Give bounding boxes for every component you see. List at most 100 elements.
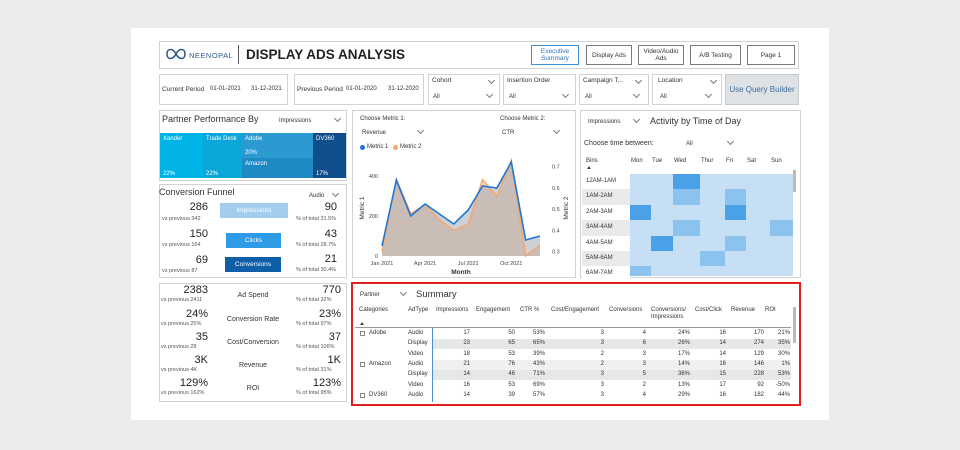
treemap-tile-adobe[interactable] bbox=[242, 133, 313, 158]
summary-col-header[interactable]: Conversions/ Impressions bbox=[651, 307, 687, 320]
table-row[interactable] bbox=[433, 339, 791, 350]
summary-col-header[interactable]: CTR % bbox=[520, 307, 540, 313]
location-filter[interactable] bbox=[652, 74, 722, 105]
heatmap-cell[interactable] bbox=[630, 174, 651, 190]
heatmap-cell[interactable] bbox=[673, 189, 700, 205]
treemap-tile-xander[interactable] bbox=[160, 133, 203, 178]
expand-icon[interactable] bbox=[360, 392, 365, 398]
heatmap-cell[interactable] bbox=[746, 189, 770, 205]
table-row[interactable] bbox=[433, 390, 791, 401]
previous-start-input[interactable]: 01-01-2020 bbox=[346, 86, 377, 92]
heatmap-cell[interactable] bbox=[770, 251, 793, 267]
heatmap-cell[interactable] bbox=[770, 266, 793, 276]
heatmap-cell[interactable] bbox=[673, 204, 700, 221]
summary-col-header[interactable]: Cost/Click bbox=[695, 307, 723, 313]
heatmap-cell[interactable] bbox=[651, 266, 673, 276]
heatmap-cell[interactable] bbox=[700, 204, 725, 221]
heatmap-cell[interactable] bbox=[651, 220, 673, 236]
heatmap-cell[interactable] bbox=[630, 220, 651, 236]
heatmap-cell[interactable] bbox=[673, 266, 700, 276]
activity-metric-select[interactable]: Impressions bbox=[588, 119, 621, 125]
table-row[interactable] bbox=[433, 380, 791, 391]
nav-video-audio-ads[interactable]: Video/Audio Ads bbox=[638, 45, 684, 65]
metric1-select[interactable]: Revenue bbox=[362, 130, 387, 136]
funnel-conversions-bar[interactable]: Conversions bbox=[225, 257, 281, 272]
heatmap-cell[interactable] bbox=[725, 189, 746, 205]
heatmap-cell[interactable] bbox=[746, 204, 770, 221]
summary-col-header[interactable]: Conversions bbox=[609, 307, 643, 313]
heatmap-cell[interactable] bbox=[630, 251, 651, 267]
cohort-filter[interactable] bbox=[428, 74, 500, 105]
heatmap-cell[interactable] bbox=[630, 189, 651, 205]
sort-ascending-icon[interactable] bbox=[360, 322, 364, 325]
metric2-select[interactable]: CTR bbox=[502, 130, 515, 136]
heatmap-cell[interactable] bbox=[651, 235, 673, 251]
heatmap-cell[interactable] bbox=[746, 235, 770, 251]
previous-end-input[interactable]: 31-12-2020 bbox=[388, 86, 419, 92]
heatmap-cell[interactable] bbox=[770, 235, 793, 251]
query-builder-button[interactable]: Use Query Builder bbox=[725, 74, 799, 105]
sort-ascending-icon[interactable] bbox=[587, 166, 591, 169]
previous-period-filter[interactable] bbox=[294, 74, 424, 105]
summary-col-header[interactable]: AdType bbox=[408, 307, 429, 313]
heatmap-cell[interactable] bbox=[630, 266, 651, 276]
funnel-clicks-bar[interactable]: Clicks bbox=[226, 233, 281, 248]
heatmap-cell[interactable] bbox=[630, 204, 651, 221]
heatmap-cell[interactable] bbox=[770, 220, 793, 236]
table-row[interactable] bbox=[433, 329, 791, 339]
heatmap-cell[interactable] bbox=[700, 174, 725, 190]
expand-icon[interactable] bbox=[360, 331, 365, 336]
heatmap-cell[interactable] bbox=[725, 174, 746, 190]
summary-col-header[interactable]: Engagement bbox=[476, 307, 511, 313]
heatmap-cell[interactable] bbox=[673, 174, 700, 190]
heatmap-cell[interactable] bbox=[651, 204, 673, 221]
partner-metric-select[interactable]: Impressions bbox=[279, 118, 312, 124]
summary-col-header[interactable]: Impressions bbox=[436, 307, 469, 313]
summary-col-header[interactable]: ROI bbox=[765, 307, 776, 313]
heatmap-cell[interactable] bbox=[651, 189, 673, 205]
table-row[interactable] bbox=[433, 349, 791, 360]
heatmap-cell[interactable] bbox=[673, 220, 700, 236]
funnel-filter-select[interactable]: Audio bbox=[309, 193, 325, 199]
expand-icon[interactable] bbox=[360, 361, 365, 367]
summary-scrollbar[interactable] bbox=[793, 307, 796, 343]
summary-col-header[interactable]: Revenue bbox=[731, 307, 756, 313]
heatmap-cell[interactable] bbox=[700, 251, 725, 267]
current-period-filter[interactable] bbox=[159, 74, 288, 105]
heatmap-cell[interactable] bbox=[700, 266, 725, 276]
nav-executive-summary[interactable]: Executive Summary bbox=[531, 45, 579, 65]
summary-group-select[interactable]: Partner bbox=[360, 292, 380, 298]
heatmap-cell[interactable] bbox=[746, 174, 770, 190]
table-row[interactable] bbox=[433, 359, 791, 370]
summary-col-header[interactable]: Categories bbox=[359, 307, 389, 313]
heatmap-cell[interactable] bbox=[651, 174, 673, 190]
treemap-tile-tradedesk[interactable] bbox=[203, 133, 242, 178]
heatmap-cell[interactable] bbox=[746, 220, 770, 236]
insertion-order-filter[interactable] bbox=[503, 74, 576, 105]
heatmap-cell[interactable] bbox=[725, 204, 746, 221]
heatmap-cell[interactable] bbox=[770, 174, 793, 190]
heatmap-cell[interactable] bbox=[770, 204, 793, 221]
heatmap-cell[interactable] bbox=[770, 189, 793, 205]
funnel-impressions-bar[interactable]: Impressions bbox=[220, 203, 288, 218]
heatmap-cell[interactable] bbox=[746, 251, 770, 267]
time-between-select[interactable]: All bbox=[686, 141, 693, 147]
table-row[interactable] bbox=[433, 370, 791, 381]
heatmap-cell[interactable] bbox=[725, 251, 746, 267]
treemap-tile-dv360[interactable] bbox=[313, 133, 346, 178]
campaign-type-filter[interactable] bbox=[579, 74, 649, 105]
heatmap-cell[interactable] bbox=[725, 220, 746, 236]
nav-display-ads[interactable]: Display Ads bbox=[586, 45, 632, 65]
heatmap-cell[interactable] bbox=[673, 235, 700, 251]
heatmap-scrollbar[interactable] bbox=[793, 170, 796, 192]
nav-page-1[interactable]: Page 1 bbox=[747, 45, 795, 65]
current-start-input[interactable]: 01-01-2021 bbox=[210, 86, 241, 92]
treemap-tile-amazon[interactable] bbox=[242, 158, 313, 178]
heatmap-cell[interactable] bbox=[651, 251, 673, 267]
current-end-input[interactable]: 31-12-2021 bbox=[251, 86, 282, 92]
heatmap-cell[interactable] bbox=[725, 235, 746, 251]
heatmap-cell[interactable] bbox=[673, 251, 700, 267]
nav-ab-testing[interactable]: A/B Testing bbox=[690, 45, 741, 65]
summary-col-header[interactable]: Cost/Engagement bbox=[551, 307, 600, 313]
heatmap-cell[interactable] bbox=[746, 266, 770, 276]
